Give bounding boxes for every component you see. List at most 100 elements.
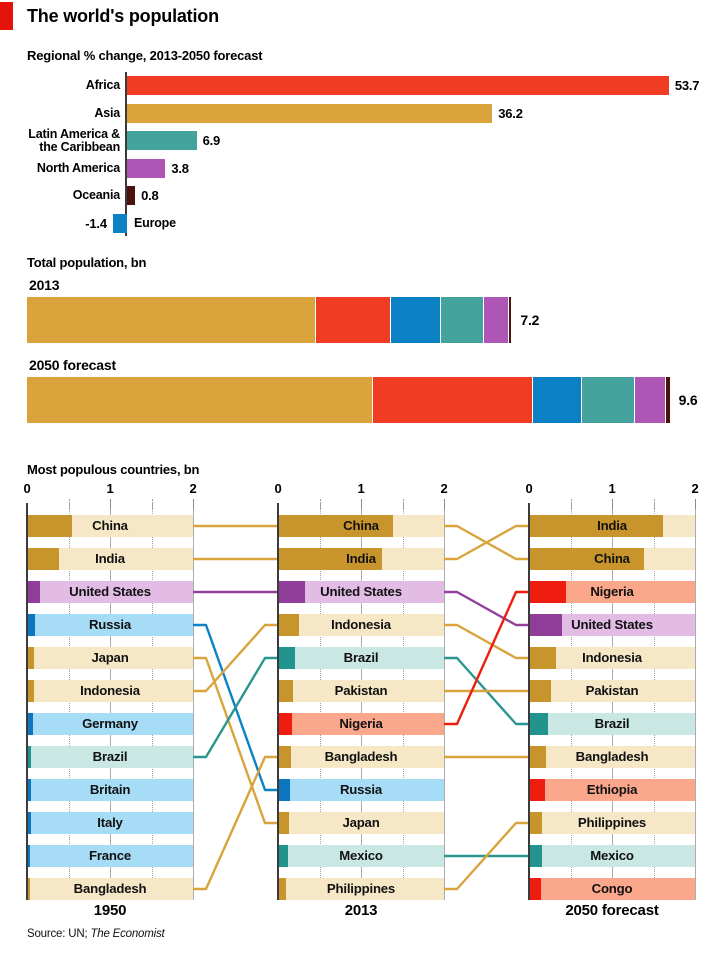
column-year-label: 2050 forecast <box>565 902 659 919</box>
rank-row-country-label: China <box>92 518 128 533</box>
rank-row-bar <box>27 548 59 570</box>
bar-value: 0.8 <box>141 188 159 203</box>
axis-tick-label: 0 <box>274 481 282 496</box>
rank-row-bar <box>278 581 305 603</box>
rank-row-country-label: India <box>346 551 376 566</box>
rank-row-bg <box>27 845 193 867</box>
rank-row-bar <box>529 581 566 603</box>
rank-row-bg <box>278 746 444 768</box>
rank-row-country-label: Mexico <box>590 848 634 863</box>
rank-connector-line-united-states <box>444 590 529 627</box>
rank-row-bg <box>278 845 444 867</box>
rank-row-country-label: Russia <box>339 782 383 797</box>
rank-row-country-label: India <box>95 551 125 566</box>
rank-row-bg <box>529 746 695 768</box>
rank-row-bar <box>27 581 41 603</box>
axis-tick-mark <box>444 499 445 509</box>
bar <box>127 186 136 205</box>
rank-axis-line <box>26 503 28 900</box>
axis-tick-mark <box>68 499 70 509</box>
rank-row-country-label: Indonesia <box>582 650 642 665</box>
rank-row-bar <box>278 878 287 900</box>
regional-axis-line <box>125 72 127 236</box>
rank-row-bar <box>27 812 32 834</box>
source-note: Source: UN; The Economist <box>27 928 165 940</box>
brand-red-tab <box>0 2 13 30</box>
rank-row-bar <box>529 680 552 702</box>
rank-row-country-label: United States <box>320 584 402 599</box>
rank-row-bg <box>278 779 444 801</box>
rank-row-bg <box>529 713 695 735</box>
rank-row-country-label: Indonesia <box>331 617 391 632</box>
bar-value: 53.7 <box>674 78 700 93</box>
rank-row-country-label: India <box>597 518 627 533</box>
rank-row-country-label: Bangladesh <box>73 881 147 896</box>
rank-row-bar <box>529 713 549 735</box>
column-year-label: 1950 <box>93 902 127 919</box>
bar <box>127 76 669 95</box>
axis-tick-label: 0 <box>23 481 31 496</box>
rank-row-country-label: Brazil <box>92 749 128 764</box>
rank-row-country-label: Italy <box>97 815 123 830</box>
bar-value: 3.8 <box>171 160 189 176</box>
rank-row-bar <box>27 779 32 801</box>
bar-label: Asia <box>94 105 120 120</box>
rank-row-bg <box>27 779 193 801</box>
bar-label: Africa <box>85 78 120 92</box>
rank-row-bar <box>278 515 394 537</box>
rank-row-country-label: Pakistan <box>585 683 639 698</box>
rank-connector-line-indonesia <box>444 623 529 660</box>
rank-connector-line-brazil <box>193 656 278 759</box>
rank-row-bg <box>278 614 444 636</box>
rank-row-bar <box>529 548 644 570</box>
axis-tick-label: 2 <box>440 481 448 496</box>
rank-row-bar <box>278 812 289 834</box>
rank-row-bar <box>27 647 34 669</box>
rank-row-bar <box>27 713 33 735</box>
axis-tick-mark <box>612 499 613 509</box>
axis-tick-mark <box>319 499 321 509</box>
rank-row-bar <box>27 614 36 636</box>
rank-row-bg <box>27 746 193 768</box>
rank-row-bg <box>529 812 695 834</box>
rank-row-bar <box>529 845 543 867</box>
rank-row-bg <box>529 581 695 603</box>
stacked-segment-north_america <box>634 377 665 423</box>
grid-line <box>193 503 194 900</box>
rank-row-country-label: Congo <box>591 881 633 896</box>
stacked-bar-total: 9.6 <box>678 392 698 408</box>
rank-row-bg <box>278 713 444 735</box>
rank-axis-line <box>528 503 530 900</box>
bar-label: Europe <box>134 215 176 230</box>
column-year-label: 2013 <box>344 902 378 919</box>
stacked-segment-asia <box>27 297 315 343</box>
rank-row-bg <box>27 812 193 834</box>
stacked-segment-europe <box>533 377 581 423</box>
axis-tick-label: 2 <box>189 481 197 496</box>
bar <box>127 103 493 123</box>
rank-row-bar <box>27 680 34 702</box>
rank-row-bar <box>27 845 31 867</box>
rank-row-bg <box>278 878 444 900</box>
stacked-segment-latin_america <box>581 377 634 423</box>
rank-row-bar <box>27 878 31 900</box>
bar <box>112 213 127 233</box>
rank-row-bg <box>27 614 193 636</box>
rank-row-bg <box>278 581 444 603</box>
rank-row-bg <box>278 812 444 834</box>
rank-row-country-label: Japan <box>342 815 380 830</box>
rank-row-bar <box>278 548 382 570</box>
stacked-segment-europe <box>390 297 441 343</box>
stacked-segment-africa <box>372 377 533 423</box>
rank-axis-line <box>277 503 279 900</box>
source-prefix: Source: UN; <box>27 928 91 940</box>
stacked-bar-year-label: 2050 forecast <box>29 357 116 373</box>
stacked-segment-oceania <box>508 297 512 343</box>
rank-row-country-label: Ethiopia <box>586 782 638 797</box>
rank-row-country-label: Mexico <box>339 848 383 863</box>
rank-row-country-label: Brazil <box>343 650 379 665</box>
rank-row-country-label: Russia <box>88 617 132 632</box>
rank-row-bg <box>27 713 193 735</box>
